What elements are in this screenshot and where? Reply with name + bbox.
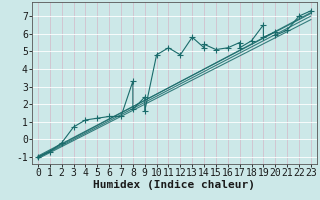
X-axis label: Humidex (Indice chaleur): Humidex (Indice chaleur) [93, 180, 255, 190]
